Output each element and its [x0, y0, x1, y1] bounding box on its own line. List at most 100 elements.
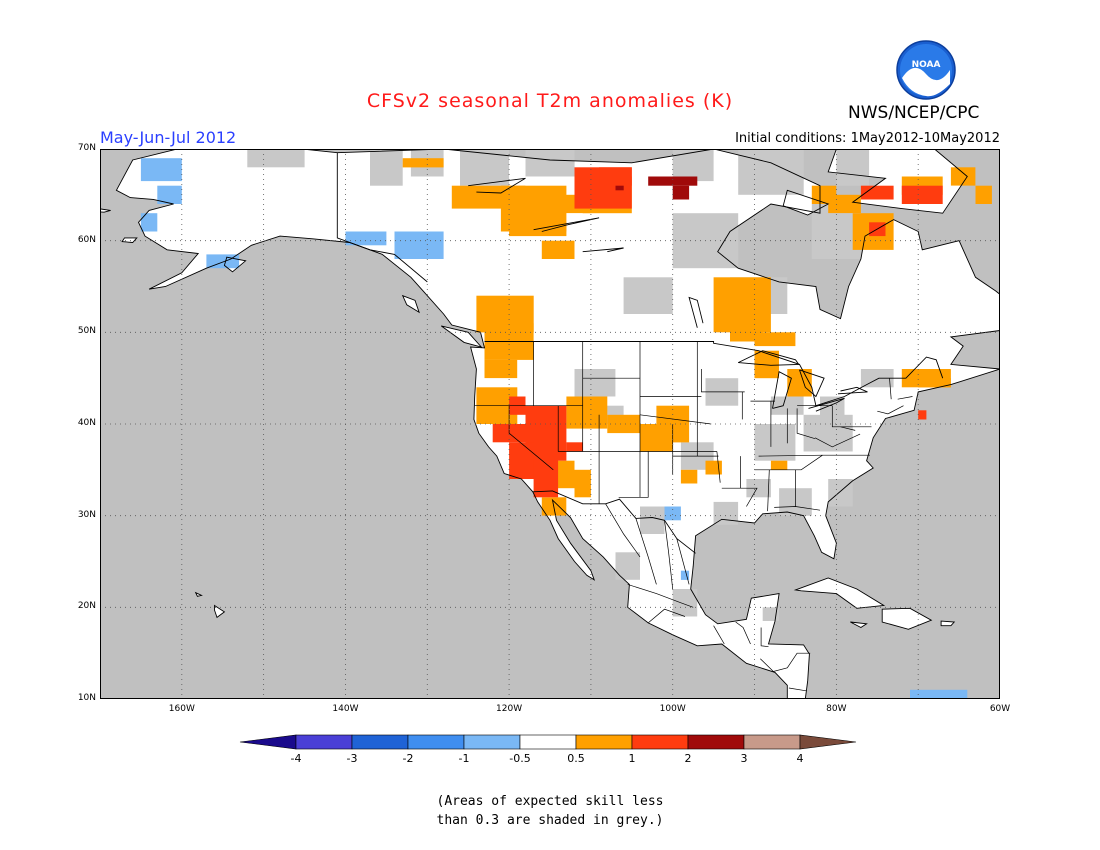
anomaly-cell-70 — [566, 442, 583, 452]
state-border-12 — [618, 451, 649, 498]
colorbar-arrow-left — [239, 734, 297, 750]
period-label: May-Jun-Jul 2012 — [100, 128, 237, 147]
svg-text:NOAA: NOAA — [912, 60, 941, 70]
anomaly-cell-41 — [566, 396, 608, 429]
anomaly-layer — [140, 149, 992, 699]
state-border-9 — [639, 414, 712, 425]
coastline-hispaniola — [881, 607, 933, 630]
graticule — [100, 149, 1000, 699]
lat-label-20N: 20N — [77, 601, 96, 612]
border-us-mexico — [532, 490, 696, 554]
coastline-jamaica — [850, 621, 868, 629]
anomaly-cell-11 — [623, 277, 673, 314]
state-border-25 — [796, 408, 816, 440]
great-bear-lake — [468, 177, 526, 194]
anomaly-cell-5 — [672, 149, 714, 182]
colorbar-swatch-5 — [519, 734, 577, 750]
colorbar-swatch-9 — [743, 734, 801, 750]
land-puerto-rico — [941, 621, 955, 626]
anomaly-cell-74 — [918, 410, 927, 420]
coastline-oahu — [194, 591, 203, 597]
anomaly-cell-20 — [713, 501, 739, 525]
anomaly-cell-73 — [860, 185, 894, 200]
lat-label-10N: 10N — [77, 693, 96, 703]
state-border-18 — [754, 454, 823, 471]
org-label: NWS/NCEP/CPC — [848, 103, 980, 123]
colorbar-label-9: 4 — [796, 752, 804, 765]
colorbar-swatch-2 — [351, 734, 409, 750]
anomaly-cell-65 — [599, 167, 632, 186]
lat-label-40N: 40N — [77, 418, 96, 428]
footnote: (Areas of expected skill less than 0.3 a… — [0, 792, 1100, 830]
mexico-border-2 — [664, 520, 674, 590]
state-border-26 — [758, 454, 870, 457]
mexico-border-0 — [605, 503, 641, 558]
coastline-kodiak — [223, 256, 247, 273]
colorbar-swatch-3 — [407, 734, 465, 750]
colorbar-label-4: -0.5 — [509, 752, 531, 765]
anomaly-cell-63 — [705, 460, 722, 475]
colorbar-swatch-1 — [295, 734, 353, 750]
colorbar-label-8: 3 — [740, 752, 748, 765]
coastline-puerto-rico — [940, 620, 956, 627]
lake-michigan — [772, 371, 792, 409]
lake-superior — [738, 350, 800, 366]
footnote-line-1: (Areas of expected skill less — [436, 794, 664, 809]
anomaly-cell-61 — [770, 460, 788, 470]
colorbar-swatch-8 — [687, 734, 745, 750]
coastline-nunivak — [121, 237, 138, 243]
lat-label-50N: 50N — [77, 326, 96, 337]
anomaly-cell-46 — [574, 469, 591, 498]
anomaly-cell-19 — [746, 479, 771, 498]
coastline-st-lawrence — [100, 208, 111, 213]
colorbar-label-5: 0.5 — [567, 752, 585, 765]
anomaly-cell-83 — [394, 231, 444, 259]
anomaly-cell-76 — [648, 176, 698, 186]
coastline-vancouver-is — [440, 325, 483, 348]
state-border-15 — [721, 487, 758, 507]
colorbar-label-7: 2 — [684, 752, 692, 765]
land-cuba — [795, 578, 884, 609]
initial-conditions-label: Initial conditions: 1May2012-10May2012 — [735, 131, 1000, 146]
lon-label-120W: 120W — [496, 704, 523, 714]
lat-label-30N: 30N — [77, 509, 96, 520]
anomaly-cell-17 — [828, 479, 853, 507]
anomaly-map — [100, 149, 1000, 699]
anomaly-cell-53 — [918, 378, 951, 388]
state-border-14 — [716, 451, 721, 483]
mexico-border-10 — [788, 687, 807, 692]
map-title: CFSv2 seasonal T2m anomalies (K) — [366, 90, 734, 112]
lake-huron — [799, 369, 825, 398]
state-border-30 — [897, 396, 913, 400]
state-border-21 — [774, 506, 821, 511]
coastline-cuba — [793, 577, 886, 609]
mexico-border-9 — [760, 652, 811, 672]
great-slave-lake — [533, 217, 600, 232]
anomaly-cell-86 — [680, 570, 690, 580]
mexico-border-7 — [735, 621, 751, 645]
state-border-35 — [814, 433, 861, 448]
lake-ontario — [837, 386, 868, 395]
state-border-19 — [767, 469, 770, 512]
lon-label-60W: 60W — [989, 704, 1011, 714]
mexico-border-4 — [627, 584, 694, 608]
anomaly-cell-49 — [754, 332, 796, 347]
lat-label-70N: 70N — [77, 143, 96, 153]
coastline-baffin — [827, 149, 968, 214]
coastline-layer — [100, 149, 1000, 699]
colorbar — [239, 734, 857, 750]
lake-erie — [808, 397, 845, 412]
lat-label-60N: 60N — [77, 234, 96, 245]
anomaly-cell-39 — [484, 359, 518, 379]
state-border-23 — [831, 405, 872, 428]
anomaly-cell-69 — [533, 451, 559, 498]
lon-label-80W: 80W — [826, 704, 847, 714]
land-hawaii — [214, 605, 225, 618]
state-border-28 — [877, 405, 904, 415]
lake-athabasca — [582, 247, 624, 253]
anomaly-cell-67 — [492, 424, 534, 443]
lon-label-140W: 140W — [332, 704, 359, 714]
colorbar-swatch-6 — [575, 734, 633, 750]
anomaly-cell-1 — [370, 149, 403, 186]
anomaly-cell-3 — [460, 149, 510, 186]
